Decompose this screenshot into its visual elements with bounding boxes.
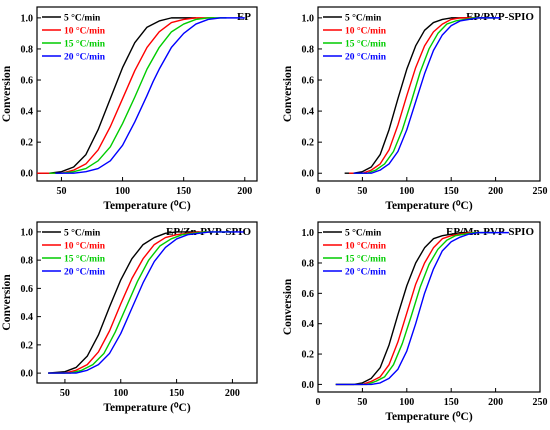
- x-tick-label: 100: [399, 186, 414, 197]
- legend-label: 15 °C/min: [345, 254, 387, 265]
- legend-label: 10 °C/min: [64, 26, 106, 37]
- x-tick-label: 150: [176, 186, 191, 197]
- x-tick-label: 50: [60, 388, 70, 399]
- legend-label: 5 °C/min: [345, 13, 382, 24]
- x-tick-label: 50: [357, 397, 367, 408]
- panel-ep-zn-pvp-spio: 0.0 0.2 0.4 0.6 0.8 1.0 50 100 150 200 Temperature…: [1, 221, 258, 414]
- y-tick-label: 0.4: [302, 319, 315, 330]
- series-line-2: [49, 17, 227, 174]
- legend-label: 20 °C/min: [345, 267, 387, 278]
- y-tick-label: 1.0: [21, 13, 34, 24]
- series-line-3: [353, 17, 501, 174]
- y-tick-label: 0.6: [21, 284, 34, 295]
- y-tick-label: 0.8: [21, 256, 34, 267]
- plot-frame: [317, 221, 541, 393]
- x-tick-label: 100: [113, 388, 128, 399]
- x-tick-label: 200: [225, 388, 240, 399]
- x-tick-label: 150: [444, 397, 459, 408]
- panel-title: EP: [237, 11, 251, 23]
- series-line-1: [349, 17, 487, 174]
- y-tick-label: 0.4: [21, 107, 34, 118]
- legend-label: 10 °C/min: [345, 241, 387, 252]
- plot-frame: [317, 6, 541, 182]
- series-line-0: [335, 231, 469, 386]
- x-tick-label: 250: [533, 186, 548, 197]
- series-line-2: [335, 231, 496, 386]
- y-tick-label: 0.4: [302, 107, 315, 118]
- x-tick-label: 150: [444, 186, 459, 197]
- panel-ep: 0.0 0.2 0.4 0.6 0.8 1.0 50 100 150 200 Temperature…: [1, 6, 258, 212]
- series-line-3: [48, 231, 244, 374]
- series-line-1: [335, 231, 478, 386]
- y-tick-label: 0.2: [302, 350, 315, 361]
- y-tick-label: 0.0: [302, 380, 315, 391]
- series-line-2: [353, 17, 496, 174]
- y-tick-label: 0.2: [21, 340, 34, 351]
- legend-label: 10 °C/min: [345, 26, 387, 37]
- legend-label: 5 °C/min: [345, 228, 382, 239]
- panel-ep-mn-pvp-spio: 0.0 0.2 0.4 0.6 0.8 1.0 0 50 100 150 200 250 Tempera…: [282, 221, 548, 423]
- panel-title: EP/PVP-SPIO: [466, 11, 534, 23]
- y-axis-label: Conversion: [1, 274, 13, 331]
- x-tick-label: 50: [357, 186, 367, 197]
- panel-ep-pvp-spio: 0.0 0.2 0.4 0.6 0.8 1.0 0 50 100 150 200 250 Tempera…: [282, 6, 548, 212]
- y-axis-label: Conversion: [282, 65, 294, 122]
- legend-label: 20 °C/min: [64, 52, 106, 63]
- x-tick-label: 100: [115, 186, 130, 197]
- x-axis-label: Temperature (⁰C): [385, 410, 472, 423]
- x-tick-label: 0: [316, 186, 321, 197]
- legend-label: 15 °C/min: [64, 39, 106, 50]
- y-tick-label: 0.0: [302, 169, 315, 180]
- y-axis-label: Conversion: [282, 278, 294, 335]
- y-axis-label: Conversion: [1, 65, 13, 122]
- y-tick-label: 0.8: [21, 44, 34, 55]
- y-tick-label: 1.0: [21, 227, 34, 238]
- x-tick-label: 0: [316, 397, 321, 408]
- series-line-0: [48, 231, 199, 374]
- x-tick-label: 200: [488, 186, 503, 197]
- series-line-0: [37, 17, 196, 174]
- x-tick-label: 250: [533, 397, 548, 408]
- y-tick-label: 0.2: [21, 138, 34, 149]
- legend-label: 10 °C/min: [64, 241, 106, 252]
- x-tick-label: 50: [56, 186, 66, 197]
- y-tick-label: 0.0: [21, 169, 34, 180]
- y-tick-label: 0.8: [302, 258, 315, 269]
- x-axis-label: Temperature (⁰C): [385, 199, 472, 212]
- series-line-2: [48, 231, 233, 374]
- y-tick-label: 0.4: [21, 312, 34, 323]
- series-line-1: [37, 17, 215, 174]
- legend-label: 20 °C/min: [345, 52, 387, 63]
- y-tick-label: 0.2: [302, 138, 315, 149]
- legend-label: 15 °C/min: [64, 254, 106, 265]
- y-tick-label: 1.0: [302, 13, 315, 24]
- series-line-1: [48, 231, 211, 374]
- y-tick-label: 0.0: [21, 369, 34, 380]
- series-line-3: [55, 17, 245, 174]
- series-line-0: [344, 17, 469, 174]
- x-tick-label: 150: [169, 388, 184, 399]
- legend-label: 15 °C/min: [345, 39, 387, 50]
- y-tick-label: 0.6: [21, 76, 34, 87]
- legend-label: 5 °C/min: [64, 13, 101, 24]
- plot-frame: [36, 221, 258, 384]
- y-tick-label: 0.8: [302, 44, 315, 55]
- x-axis-label: Temperature (⁰C): [103, 199, 190, 212]
- legend-label: 20 °C/min: [64, 267, 106, 278]
- plot-frame: [36, 6, 258, 182]
- y-tick-label: 0.6: [302, 76, 315, 87]
- x-tick-label: 200: [488, 397, 503, 408]
- y-tick-label: 1.0: [302, 228, 315, 239]
- x-tick-label: 200: [237, 186, 252, 197]
- y-tick-label: 0.6: [302, 289, 315, 300]
- x-axis-label: Temperature (⁰C): [103, 401, 190, 414]
- legend-label: 5 °C/min: [64, 228, 101, 239]
- series-line-3: [335, 231, 509, 386]
- x-tick-label: 100: [399, 397, 414, 408]
